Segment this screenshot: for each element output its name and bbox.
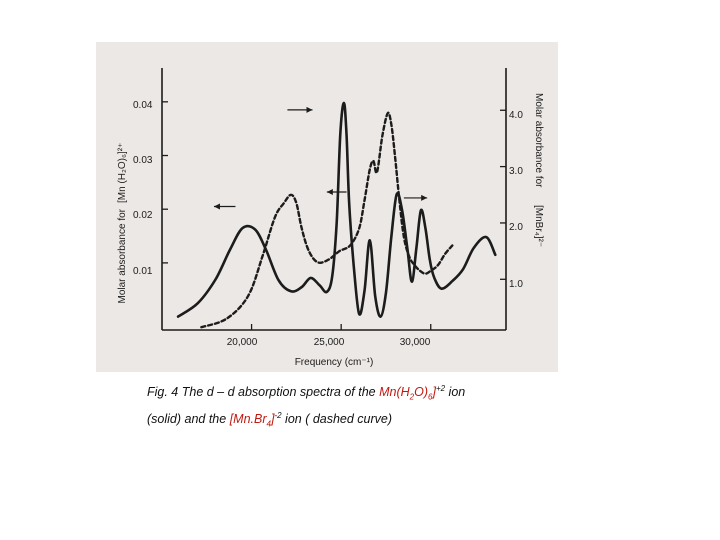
right-axis-label: Molar absorbance for [MnBr₄]²⁻ (533, 93, 544, 247)
shift-arrows (213, 106, 428, 210)
caption-text: ion ( dashed curve) (281, 411, 393, 426)
tick-marks (162, 101, 506, 330)
right-tick-label: 1.0 (509, 279, 523, 290)
formula-part: ] (270, 411, 275, 426)
formula-subscript: 4 (266, 419, 271, 429)
formula-part: Mn(H (379, 385, 410, 400)
left-axis-label-formula: [Mn (H₂O)₆]²⁺ (117, 143, 128, 203)
left-tick-label: 0.01 (133, 266, 153, 277)
mn-h2o6-solid-curve (176, 101, 497, 318)
caption-line-1: Fig. 4 The d – d absorption spectra of t… (147, 380, 567, 407)
right-tick-label: 3.0 (509, 166, 523, 177)
caption-line-2: (solid) and the [Mn.Br4]-2 ion ( dashed … (147, 407, 567, 434)
x-tick-label: 30,000 (400, 337, 431, 348)
formula-part: [Mn.Br (229, 411, 267, 426)
formula-charge: -2 (274, 410, 282, 420)
x-tick-label: 20,000 (227, 337, 258, 348)
left-tick-label: 0.02 (133, 210, 153, 221)
right-axis-label-prefix: Molar absorbance for (533, 93, 544, 188)
right-tick-label: 2.0 (509, 222, 523, 233)
caption-formula-mn-h2o6: Mn(H2O)6] (379, 385, 436, 402)
left-axis-label: Molar absorbance for [Mn (H₂O)₆]²⁺ (117, 143, 128, 304)
caption-text: ion (445, 385, 466, 400)
arrow-head-icon (421, 194, 428, 201)
formula-subscript: 2 (409, 392, 415, 402)
caption-text: Fig. 4 The d – d absorption spectra of t… (147, 385, 380, 400)
figure-caption: Fig. 4 The d – d absorption spectra of t… (147, 380, 567, 433)
mnbr4-dashed-curve (200, 111, 454, 329)
data-series (176, 101, 497, 329)
scanned-figure: 0.01 0.02 0.03 0.04 1.0 2.0 3.0 4.0 20,0… (96, 42, 558, 372)
arrow-head-icon (306, 106, 313, 113)
left-tick-label: 0.03 (133, 155, 153, 166)
plot-frame (161, 68, 507, 331)
arrow-head-icon (213, 203, 220, 210)
formula-subscript: 6 (428, 392, 433, 402)
left-axis-label-prefix: Molar absorbance for (117, 208, 128, 303)
left-tick-label: 0.04 (133, 100, 153, 111)
formula-part: ] (432, 385, 436, 400)
right-tick-label: 4.0 (509, 110, 523, 121)
right-axis-label-formula: [MnBr₄]²⁻ (533, 205, 544, 247)
x-tick-label: 25,000 (314, 337, 345, 348)
x-axis-label: Frequency (cm⁻¹) (295, 357, 374, 368)
arrow-head-icon (326, 189, 333, 196)
formula-part: O) (414, 385, 428, 400)
caption-text: (solid) and the (147, 411, 230, 426)
caption-formula-mnbr4: [Mn.Br4] (229, 411, 275, 429)
formula-charge: +2 (435, 384, 446, 393)
absorption-spectrum-chart: 0.01 0.02 0.03 0.04 1.0 2.0 3.0 4.0 20,0… (117, 68, 544, 368)
